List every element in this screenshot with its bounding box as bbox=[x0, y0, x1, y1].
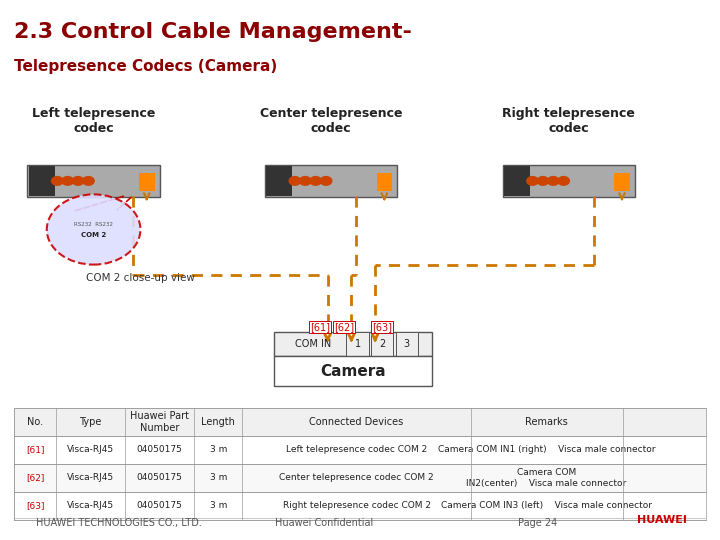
Bar bbox=[346, 332, 369, 356]
Circle shape bbox=[52, 177, 63, 185]
Text: Connected Devices: Connected Devices bbox=[310, 417, 404, 427]
FancyBboxPatch shape bbox=[27, 165, 160, 197]
Text: Type: Type bbox=[79, 417, 102, 427]
Text: 1: 1 bbox=[354, 339, 361, 349]
Text: [61]: [61] bbox=[310, 322, 330, 332]
Text: 04050175: 04050175 bbox=[137, 474, 182, 482]
Bar bbox=[14, 492, 706, 520]
Text: Center telepresence
codec: Center telepresence codec bbox=[260, 107, 402, 135]
Bar bbox=[377, 173, 392, 191]
Text: 3: 3 bbox=[404, 339, 410, 349]
Bar bbox=[266, 166, 292, 195]
Text: Camera: Camera bbox=[320, 364, 386, 379]
Circle shape bbox=[527, 177, 539, 185]
Circle shape bbox=[83, 177, 94, 185]
Text: [63]: [63] bbox=[372, 322, 392, 332]
Circle shape bbox=[300, 177, 311, 185]
Text: Remarks: Remarks bbox=[526, 417, 568, 427]
Text: COM IN: COM IN bbox=[295, 339, 331, 349]
Bar bbox=[274, 332, 432, 356]
Text: Left telepresence
codec: Left telepresence codec bbox=[32, 107, 156, 135]
Text: [62]: [62] bbox=[334, 322, 354, 332]
Bar bbox=[371, 332, 393, 356]
Text: Huawei Part
Number: Huawei Part Number bbox=[130, 411, 189, 433]
Text: 3 m: 3 m bbox=[210, 446, 227, 454]
Text: 3 m: 3 m bbox=[210, 474, 227, 482]
Bar bbox=[395, 332, 418, 356]
Bar bbox=[139, 173, 155, 191]
Bar bbox=[274, 356, 432, 386]
Circle shape bbox=[47, 194, 140, 265]
Text: Camera COM IN3 (left)    Visca male connector: Camera COM IN3 (left) Visca male connect… bbox=[441, 502, 652, 510]
Circle shape bbox=[320, 177, 332, 185]
Text: Visca-RJ45: Visca-RJ45 bbox=[67, 446, 114, 454]
Text: 3 m: 3 m bbox=[210, 502, 227, 510]
Circle shape bbox=[558, 177, 570, 185]
Text: Left telepresence codec COM 2: Left telepresence codec COM 2 bbox=[286, 446, 427, 454]
Circle shape bbox=[310, 177, 321, 185]
Circle shape bbox=[72, 177, 84, 185]
FancyBboxPatch shape bbox=[265, 165, 397, 197]
Text: 2.3 Control Cable Management-: 2.3 Control Cable Management- bbox=[14, 22, 413, 42]
Bar bbox=[14, 436, 706, 464]
Text: HUAWEI TECHNOLOGIES CO., LTD.: HUAWEI TECHNOLOGIES CO., LTD. bbox=[36, 518, 202, 528]
Bar bbox=[504, 166, 530, 195]
Text: Camera COM
IN2(center)    Visca male connector: Camera COM IN2(center) Visca male connec… bbox=[467, 468, 626, 488]
Text: Telepresence Codecs (Camera): Telepresence Codecs (Camera) bbox=[14, 59, 278, 75]
Bar bbox=[14, 464, 706, 492]
Text: No.: No. bbox=[27, 417, 43, 427]
Text: Huawei Confidential: Huawei Confidential bbox=[275, 518, 373, 528]
Text: 2: 2 bbox=[379, 339, 385, 349]
Circle shape bbox=[289, 177, 301, 185]
Text: [62]: [62] bbox=[26, 474, 45, 482]
Text: Visca-RJ45: Visca-RJ45 bbox=[67, 474, 114, 482]
FancyBboxPatch shape bbox=[503, 165, 635, 197]
Text: Visca-RJ45: Visca-RJ45 bbox=[67, 502, 114, 510]
Bar bbox=[29, 166, 55, 195]
Text: Camera COM IN1 (right)    Visca male connector: Camera COM IN1 (right) Visca male connec… bbox=[438, 446, 655, 454]
Bar bbox=[14, 408, 706, 436]
Text: 04050175: 04050175 bbox=[137, 446, 182, 454]
Text: COM 2 close-up view: COM 2 close-up view bbox=[86, 273, 195, 283]
Text: RS232  RS232: RS232 RS232 bbox=[74, 221, 113, 227]
Text: Right telepresence
codec: Right telepresence codec bbox=[503, 107, 635, 135]
Text: Right telepresence codec COM 2: Right telepresence codec COM 2 bbox=[282, 502, 431, 510]
Circle shape bbox=[537, 177, 549, 185]
Text: COM 2: COM 2 bbox=[81, 232, 107, 238]
Text: Center telepresence codec COM 2: Center telepresence codec COM 2 bbox=[279, 474, 434, 482]
Text: [63]: [63] bbox=[26, 502, 45, 510]
Text: HUAWEI: HUAWEI bbox=[637, 515, 688, 525]
Text: Length: Length bbox=[202, 417, 235, 427]
Circle shape bbox=[547, 177, 559, 185]
Text: [61]: [61] bbox=[26, 446, 45, 454]
Text: Page 24: Page 24 bbox=[518, 518, 558, 528]
Bar bbox=[614, 173, 630, 191]
Text: 04050175: 04050175 bbox=[137, 502, 182, 510]
Circle shape bbox=[62, 177, 73, 185]
